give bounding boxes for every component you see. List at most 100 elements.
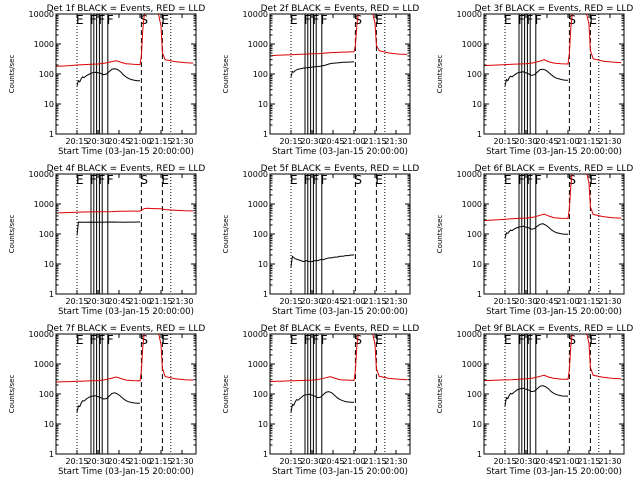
x-axis-label: Start Time (03-Jan-15 20:00:00)	[486, 147, 622, 157]
x-tick-label: 21:00	[342, 297, 365, 306]
event-label: S	[354, 173, 362, 187]
x-tick-label: 20:45	[107, 137, 130, 146]
x-tick-label: 20:30	[514, 137, 537, 146]
event-label: E	[161, 333, 169, 347]
series-events	[504, 385, 568, 406]
x-tick-label: 21:00	[556, 137, 579, 146]
y-tick-label: 1000	[34, 360, 54, 369]
x-tick-label: 20:30	[514, 297, 537, 306]
event-label: F	[535, 333, 542, 347]
y-tick-label: 10	[44, 420, 54, 429]
event-label: F	[526, 333, 533, 347]
x-tick-label: 20:45	[535, 457, 558, 466]
event-label: F	[107, 173, 114, 187]
y-tick-label: 100	[39, 70, 54, 79]
x-tick-label: 21:00	[556, 457, 579, 466]
series-group	[56, 334, 194, 413]
panel-title: Det 4f BLACK = Events, RED = LLD	[47, 164, 206, 174]
y-tick-label: 1000	[462, 200, 482, 209]
event-lines	[76, 174, 172, 294]
y-axis-label: Counts/sec	[436, 215, 444, 254]
event-label: F	[535, 173, 542, 187]
event-label: F	[107, 13, 114, 27]
series-group	[484, 334, 622, 406]
event-label: F	[90, 13, 97, 27]
panel-title: Det 6f BLACK = Events, RED = LLD	[475, 164, 634, 174]
y-tick-label: 10000	[243, 10, 268, 19]
y-axis-label: Counts/sec	[222, 215, 230, 254]
x-axis-label: Start Time (03-Jan-15 20:00:00)	[486, 467, 622, 477]
event-label: S	[354, 13, 362, 27]
event-lines	[290, 334, 386, 454]
y-axis-label: Counts/sec	[436, 55, 444, 94]
event-label: E	[504, 13, 512, 27]
event-label: E	[290, 333, 298, 347]
x-tick-label: 21:00	[556, 297, 579, 306]
event-label: F	[304, 173, 311, 187]
y-tick-label: 10	[258, 260, 268, 269]
x-tick-label: 20:30	[86, 457, 109, 466]
event-label: F	[90, 333, 97, 347]
x-tick-label: 20:30	[514, 457, 537, 466]
event-label: F	[107, 333, 114, 347]
event-label: F	[304, 13, 311, 27]
event-label: F	[98, 13, 105, 27]
panel-title: Det 2f BLACK = Events, RED = LLD	[261, 4, 420, 14]
series-group	[270, 14, 408, 78]
series-lld	[484, 334, 622, 382]
x-tick-label: 20:45	[321, 297, 344, 306]
event-label: E	[504, 333, 512, 347]
y-tick-label: 10000	[243, 170, 268, 179]
y-tick-label: 10000	[243, 330, 268, 339]
panel-title: Det 8f BLACK = Events, RED = LLD	[261, 324, 420, 334]
event-label: F	[526, 13, 533, 27]
y-tick-label: 1	[477, 450, 482, 459]
y-tick-label: 1	[49, 450, 54, 459]
event-label: E	[161, 173, 169, 187]
series-lld	[484, 14, 622, 67]
y-tick-label: 1	[477, 290, 482, 299]
x-tick-label: 21:30	[598, 137, 621, 146]
y-tick-label: 1000	[248, 360, 268, 369]
x-tick-label: 21:30	[384, 297, 407, 306]
x-tick-label: 21:00	[128, 457, 151, 466]
event-label: F	[535, 13, 542, 27]
x-tick-label: 20:45	[107, 297, 130, 306]
series-lld	[56, 334, 194, 383]
y-tick-label: 100	[39, 390, 54, 399]
series-group	[56, 207, 194, 236]
event-label: F	[90, 173, 97, 187]
x-tick-label: 21:00	[128, 137, 151, 146]
x-tick-label: 21:00	[342, 457, 365, 466]
y-tick-label: 1	[263, 130, 268, 139]
y-tick-label: 10	[258, 100, 268, 109]
y-tick-label: 10	[44, 100, 54, 109]
y-tick-label: 100	[253, 70, 268, 79]
event-label: S	[140, 173, 148, 187]
event-label: E	[589, 333, 597, 347]
event-label: E	[290, 173, 298, 187]
x-axis-label: Start Time (03-Jan-15 20:00:00)	[58, 467, 194, 477]
event-lines	[504, 14, 600, 134]
event-label: E	[375, 173, 383, 187]
x-tick-label: 20:15	[65, 137, 88, 146]
panel-title: Det 3f BLACK = Events, RED = LLD	[475, 4, 634, 14]
event-label: S	[568, 173, 576, 187]
panel-title: Det 5f BLACK = Events, RED = LLD	[261, 164, 420, 174]
series-lld	[270, 14, 408, 57]
x-axis-label: Start Time (03-Jan-15 20:00:00)	[58, 307, 194, 317]
y-tick-label: 1000	[462, 360, 482, 369]
x-tick-label: 20:30	[300, 457, 323, 466]
x-tick-label: 21:15	[363, 457, 386, 466]
x-tick-label: 21:30	[384, 457, 407, 466]
y-tick-label: 100	[253, 230, 268, 239]
x-tick-label: 21:15	[149, 297, 172, 306]
y-tick-label: 1	[49, 290, 54, 299]
x-axis-label: Start Time (03-Jan-15 20:00:00)	[272, 147, 408, 157]
y-tick-label: 10000	[29, 330, 54, 339]
x-tick-label: 21:00	[128, 297, 151, 306]
x-tick-label: 20:45	[535, 137, 558, 146]
